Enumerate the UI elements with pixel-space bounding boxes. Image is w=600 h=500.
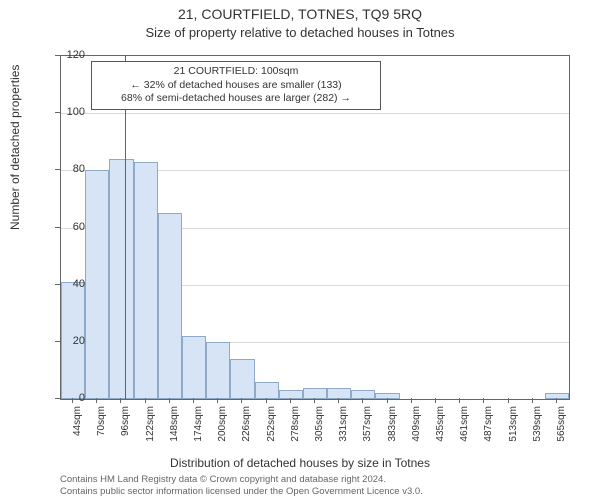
x-tick-mark xyxy=(459,398,460,403)
annotation-line: 68% of semi-detached houses are larger (… xyxy=(98,92,374,106)
histogram-bar xyxy=(182,336,206,399)
y-axis-label: Number of detached properties xyxy=(8,65,22,230)
histogram-bar xyxy=(109,159,133,399)
x-tick-label: 70sqm xyxy=(96,406,107,446)
x-tick-label: 539sqm xyxy=(532,406,543,446)
x-tick-mark xyxy=(556,398,557,403)
y-tick-mark xyxy=(55,55,60,56)
x-tick-label: 226sqm xyxy=(241,406,252,446)
x-tick-label: 278sqm xyxy=(290,406,301,446)
page-title: 21, COURTFIELD, TOTNES, TQ9 5RQ xyxy=(0,0,600,22)
footnote: Contains HM Land Registry data © Crown c… xyxy=(60,474,580,498)
y-tick-mark xyxy=(55,284,60,285)
x-tick-mark xyxy=(145,398,146,403)
annotation-line: 21 COURTFIELD: 100sqm xyxy=(98,65,374,79)
x-tick-mark xyxy=(266,398,267,403)
x-tick-mark xyxy=(96,398,97,403)
histogram-bar xyxy=(158,213,182,399)
annotation-box: 21 COURTFIELD: 100sqm← 32% of detached h… xyxy=(91,61,381,110)
x-tick-label: 487sqm xyxy=(483,406,494,446)
x-tick-mark xyxy=(435,398,436,403)
x-tick-label: 409sqm xyxy=(411,406,422,446)
chart-plot-area: 21 COURTFIELD: 100sqm← 32% of detached h… xyxy=(60,55,570,400)
y-tick-mark xyxy=(55,169,60,170)
x-tick-label: 252sqm xyxy=(266,406,277,446)
histogram-bar xyxy=(230,359,254,399)
x-tick-label: 435sqm xyxy=(435,406,446,446)
histogram-bar xyxy=(134,162,158,399)
histogram-bar xyxy=(327,388,351,399)
y-tick-mark xyxy=(55,398,60,399)
y-tick-mark xyxy=(55,341,60,342)
x-tick-mark xyxy=(290,398,291,403)
y-tick-label: 60 xyxy=(73,221,85,233)
gridline xyxy=(61,113,569,114)
x-tick-mark xyxy=(193,398,194,403)
x-tick-label: 461sqm xyxy=(459,406,470,446)
footnote-line2: Contains public sector information licen… xyxy=(60,486,423,497)
x-tick-label: 200sqm xyxy=(217,406,228,446)
x-tick-mark xyxy=(387,398,388,403)
y-tick-label: 80 xyxy=(73,163,85,175)
x-tick-mark xyxy=(411,398,412,403)
x-tick-label: 305sqm xyxy=(314,406,325,446)
x-tick-mark xyxy=(532,398,533,403)
y-tick-label: 100 xyxy=(67,106,85,118)
x-tick-label: 44sqm xyxy=(72,406,83,446)
y-tick-mark xyxy=(55,227,60,228)
x-tick-mark xyxy=(362,398,363,403)
y-tick-mark xyxy=(55,112,60,113)
x-axis-label: Distribution of detached houses by size … xyxy=(0,456,600,470)
y-tick-label: 0 xyxy=(79,392,85,404)
x-tick-mark xyxy=(483,398,484,403)
annotation-line: ← 32% of detached houses are smaller (13… xyxy=(98,79,374,93)
x-tick-mark xyxy=(241,398,242,403)
histogram-bar xyxy=(206,342,230,399)
histogram-bar xyxy=(351,390,375,399)
histogram-bar xyxy=(85,170,109,399)
x-tick-label: 148sqm xyxy=(169,406,180,446)
x-tick-label: 357sqm xyxy=(362,406,373,446)
x-tick-label: 565sqm xyxy=(556,406,567,446)
y-tick-label: 40 xyxy=(73,278,85,290)
x-tick-label: 331sqm xyxy=(338,406,349,446)
x-tick-label: 122sqm xyxy=(145,406,156,446)
subtitle: Size of property relative to detached ho… xyxy=(0,22,600,40)
x-tick-mark xyxy=(72,398,73,403)
x-tick-mark xyxy=(120,398,121,403)
histogram-bar xyxy=(279,390,303,399)
histogram-bar xyxy=(375,393,399,399)
chart-container: 21, COURTFIELD, TOTNES, TQ9 5RQ Size of … xyxy=(0,0,600,500)
y-tick-label: 20 xyxy=(73,335,85,347)
footnote-line1: Contains HM Land Registry data © Crown c… xyxy=(60,474,386,485)
x-tick-mark xyxy=(217,398,218,403)
x-tick-label: 513sqm xyxy=(508,406,519,446)
x-tick-mark xyxy=(338,398,339,403)
histogram-bar xyxy=(255,382,279,399)
histogram-bar xyxy=(545,393,569,399)
x-tick-label: 96sqm xyxy=(120,406,131,446)
x-tick-mark xyxy=(169,398,170,403)
y-tick-label: 120 xyxy=(67,49,85,61)
x-tick-label: 383sqm xyxy=(387,406,398,446)
x-tick-mark xyxy=(314,398,315,403)
x-tick-mark xyxy=(508,398,509,403)
x-tick-label: 174sqm xyxy=(193,406,204,446)
